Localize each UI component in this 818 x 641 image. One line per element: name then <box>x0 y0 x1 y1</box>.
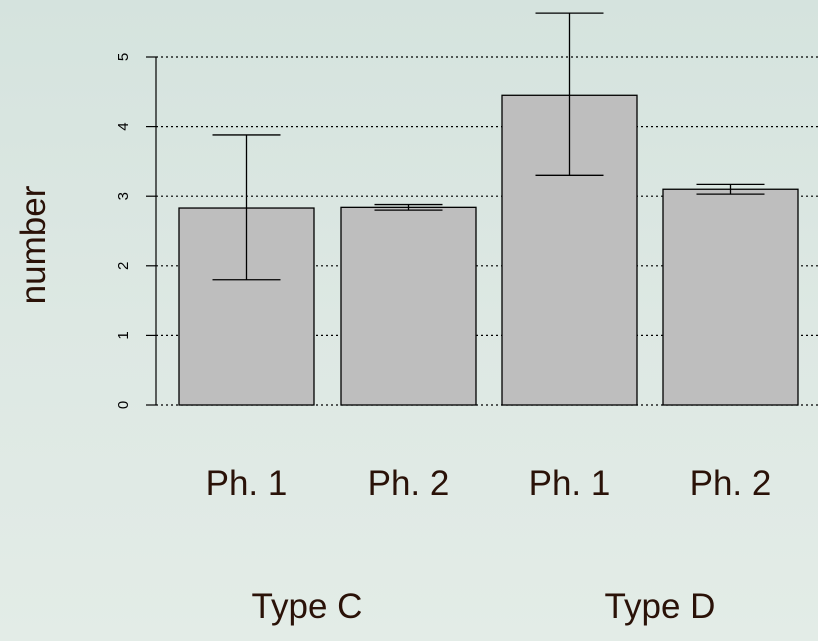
category-labels: Ph. 1 Ph. 2 Ph. 1 Ph. 2 Type C Type D <box>206 464 772 626</box>
y-tick-label: 0 <box>115 401 132 409</box>
y-axis: 0 1 2 3 4 5 <box>115 53 157 409</box>
error-bars <box>212 12 765 281</box>
y-tick-label: 5 <box>115 53 132 61</box>
category-label: Ph. 1 <box>206 464 288 503</box>
bar <box>340 206 477 406</box>
bar <box>662 188 799 406</box>
bars <box>178 94 799 406</box>
category-label: Ph. 2 <box>368 464 450 503</box>
category-label: Ph. 2 <box>690 464 772 503</box>
y-axis-title: number <box>14 185 53 304</box>
y-tick-label: 3 <box>115 192 132 200</box>
group-label: Type D <box>605 587 716 626</box>
category-label: Ph. 1 <box>529 464 611 503</box>
y-tick-label: 1 <box>115 331 132 339</box>
y-tick-label: 2 <box>115 262 132 270</box>
y-tick-label: 4 <box>115 122 132 130</box>
group-label: Type C <box>252 587 363 626</box>
